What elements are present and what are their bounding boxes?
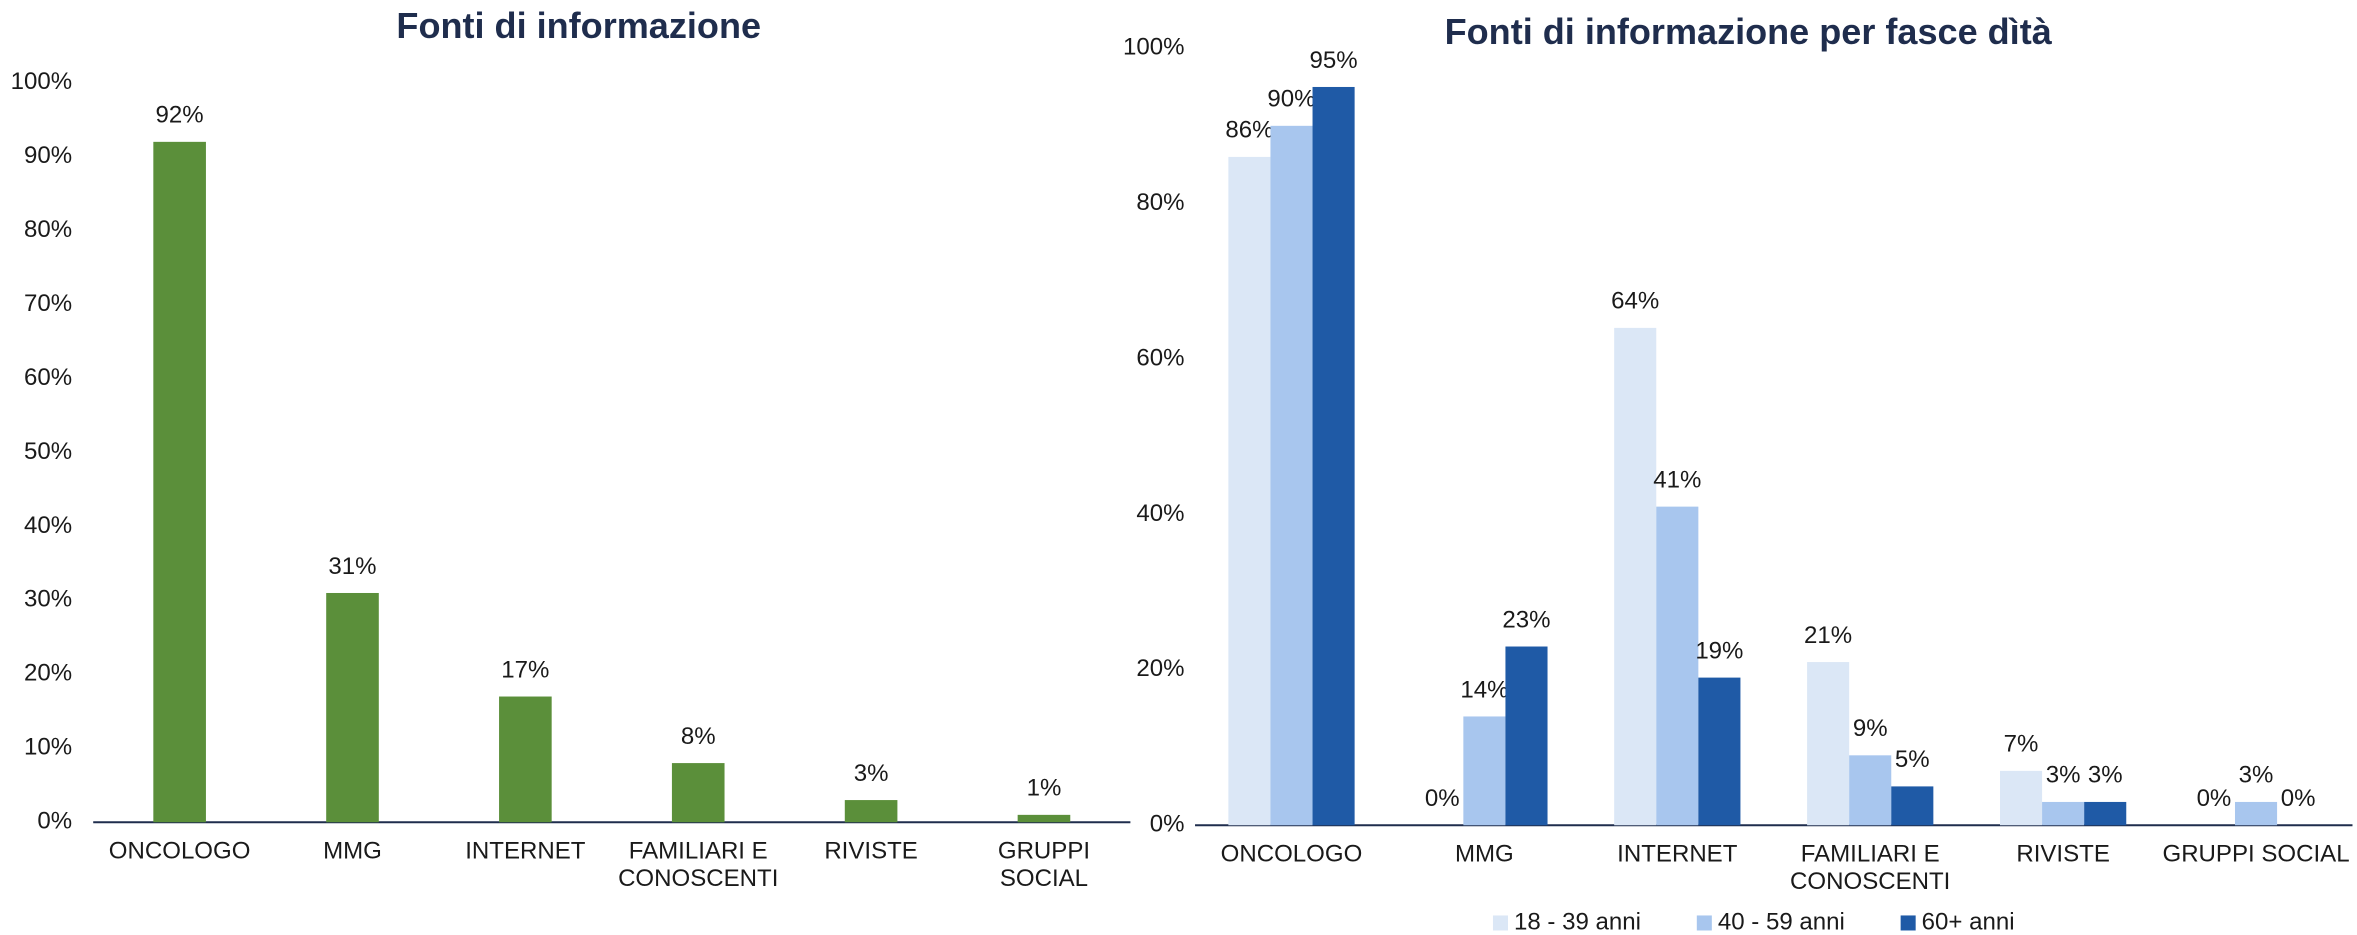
legend-label: 40 - 59 anni: [1718, 908, 1845, 935]
legend-label: 18 - 39 anni: [1514, 908, 1641, 935]
data-label: 41%: [1653, 466, 1701, 493]
x-tick-label: FAMILIARI E CONOSCENTI: [618, 838, 778, 893]
y-tick-label: 20%: [24, 660, 72, 687]
bar: [1656, 506, 1699, 826]
data-label: 90%: [1267, 86, 1315, 113]
data-label: 8%: [681, 723, 716, 750]
legend-swatch: [1900, 915, 1916, 931]
bar: [1505, 646, 1548, 826]
x-tick-label: RIVISTE: [2016, 841, 2110, 868]
data-label: 64%: [1611, 288, 1659, 315]
legend-label: 60+ anni: [1922, 908, 2015, 935]
y-tick-label: 70%: [24, 290, 72, 317]
x-tick-label: INTERNET: [1617, 841, 1738, 868]
bar: [1017, 814, 1071, 823]
y-tick-label: 60%: [24, 364, 72, 391]
data-label: 17%: [501, 656, 549, 683]
bar: [844, 800, 898, 823]
data-label: 5%: [1895, 746, 1930, 773]
data-label: 23%: [1502, 606, 1550, 633]
chart-title: Fonti di informazione per fasce dìtà: [1445, 11, 2053, 52]
data-label: 3%: [2046, 762, 2081, 789]
data-label: 21%: [1804, 622, 1852, 649]
y-tick-label: 80%: [1136, 189, 1184, 216]
bar: [1698, 677, 1741, 826]
data-label: 0%: [2281, 785, 2316, 812]
x-tick-label: GRUPPI SOCIAL: [998, 838, 1090, 893]
x-tick-label: ONCOLOGO: [1221, 841, 1363, 868]
chart-title: Fonti di informazione: [396, 5, 761, 46]
y-tick-label: 10%: [24, 734, 72, 761]
bar: [2042, 801, 2085, 826]
data-label: 92%: [156, 102, 204, 129]
bar: [326, 592, 379, 823]
x-tick-label: FAMILIARI E CONOSCENTI: [1790, 841, 1950, 896]
legend-swatch: [1696, 915, 1712, 931]
data-label: 86%: [1225, 117, 1273, 144]
x-tick-label: ONCOLOGO: [109, 838, 251, 865]
bar: [2234, 801, 2278, 826]
bar: [1999, 770, 2043, 826]
y-tick-label: 40%: [1136, 500, 1184, 527]
x-tick-label: MMG: [323, 838, 382, 865]
bar: [1463, 716, 1506, 826]
data-label: 3%: [2088, 762, 2123, 789]
bar: [671, 763, 725, 823]
y-tick-label: 60%: [1136, 344, 1184, 371]
data-label: 0%: [1425, 785, 1460, 812]
y-tick-label: 90%: [24, 142, 72, 169]
bar: [1849, 755, 1892, 826]
bar: [1807, 662, 1850, 826]
bar: [1228, 156, 1271, 826]
x-tick-label: GRUPPI SOCIAL: [2162, 841, 2349, 868]
data-label: 3%: [2239, 762, 2274, 789]
y-tick-label: 50%: [24, 438, 72, 465]
data-label: 0%: [2197, 785, 2232, 812]
data-label: 31%: [328, 553, 376, 580]
bar: [2084, 801, 2127, 826]
y-tick-label: 100%: [11, 68, 73, 95]
x-tick-label: RIVISTE: [824, 838, 918, 865]
bar: [499, 696, 552, 823]
y-tick-label: 100%: [1123, 33, 1185, 60]
data-label: 19%: [1695, 637, 1743, 664]
x-tick-label: MMG: [1455, 841, 1514, 868]
bar: [153, 141, 206, 823]
y-tick-label: 0%: [1150, 811, 1185, 838]
y-tick-label: 40%: [24, 512, 72, 539]
y-tick-label: 30%: [24, 586, 72, 613]
data-label: 95%: [1310, 47, 1358, 74]
data-label: 9%: [1853, 715, 1888, 742]
data-label: 3%: [854, 760, 889, 787]
bar: [1891, 786, 1934, 826]
x-tick-label: INTERNET: [465, 838, 586, 865]
y-tick-label: 80%: [24, 216, 72, 243]
data-label: 7%: [2004, 731, 2039, 758]
legend-swatch: [1492, 915, 1508, 931]
y-tick-label: 0%: [37, 808, 72, 835]
bar: [1614, 327, 1657, 826]
bar: [1312, 86, 1355, 826]
y-tick-label: 20%: [1136, 655, 1184, 682]
data-label: 14%: [1460, 676, 1508, 703]
data-label: 1%: [1027, 775, 1062, 802]
bar: [1270, 125, 1313, 826]
